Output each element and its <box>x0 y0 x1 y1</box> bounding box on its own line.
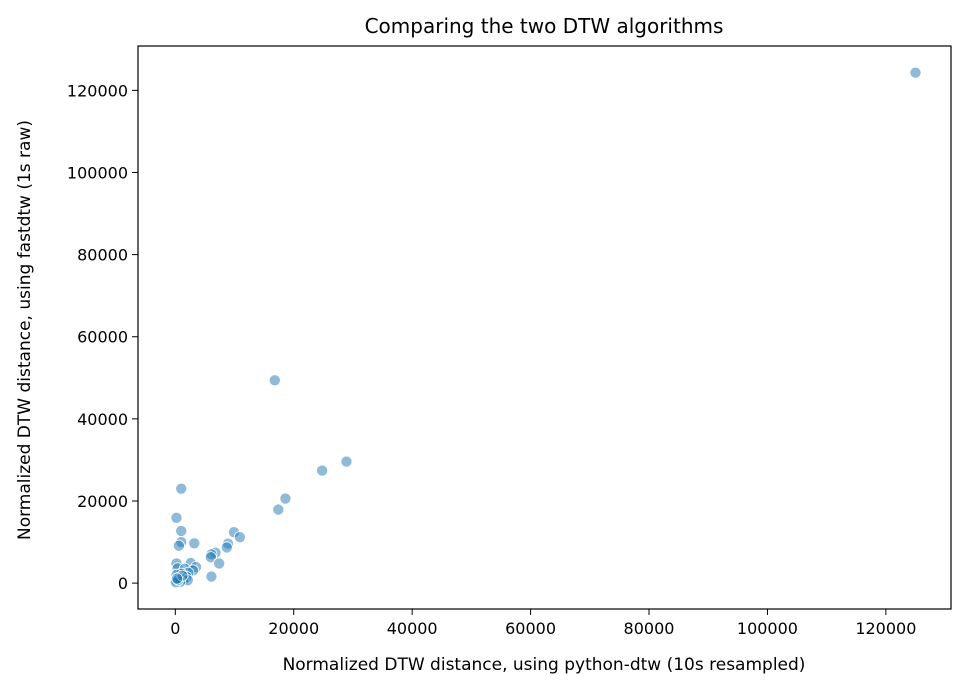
y-tick-label: 100000 <box>67 163 128 182</box>
scatter-point <box>175 524 188 537</box>
axes-frame <box>137 45 952 610</box>
x-tick-label: 0 <box>170 619 180 638</box>
scatter-point <box>175 482 188 495</box>
x-tick-label: 40000 <box>387 619 438 638</box>
y-tick-label: 0 <box>118 574 128 593</box>
y-tick-label: 120000 <box>67 81 128 100</box>
plot-area <box>169 66 922 589</box>
scatter-point <box>188 537 201 550</box>
scatter-point <box>279 492 292 505</box>
y-axis: 0 20000 40000 60000 80000 100000 120000 <box>67 81 138 593</box>
y-tick-label: 60000 <box>77 328 128 347</box>
x-axis: 0 20000 40000 60000 80000 100000 120000 <box>170 609 916 638</box>
scatter-point <box>171 572 184 585</box>
x-axis-title: Normalized DTW distance, using python-dt… <box>283 655 806 675</box>
scatter-point <box>233 531 246 544</box>
y-tick-label: 80000 <box>77 246 128 265</box>
x-tick-label: 80000 <box>624 619 675 638</box>
x-tick-label: 100000 <box>737 619 798 638</box>
scatter-point <box>272 503 285 516</box>
scatter-point <box>268 374 281 387</box>
scatter-point <box>204 551 217 564</box>
x-tick-label: 120000 <box>855 619 916 638</box>
x-tick-label: 20000 <box>268 619 319 638</box>
scatter-point <box>340 455 353 468</box>
chart-title: Comparing the two DTW algorithms <box>365 14 724 38</box>
scatter-point <box>316 464 329 477</box>
y-tick-label: 40000 <box>77 410 128 429</box>
y-axis-title: Normalized DTW distance, using fastdtw (… <box>15 120 35 540</box>
scatter-point <box>205 570 218 583</box>
scatter-point <box>213 557 226 570</box>
scatter-point <box>220 541 233 554</box>
scatter-point <box>172 539 185 552</box>
y-tick-label: 20000 <box>77 492 128 511</box>
scatter-point <box>909 66 922 79</box>
x-tick-label: 60000 <box>505 619 556 638</box>
scatter-point <box>170 511 183 524</box>
